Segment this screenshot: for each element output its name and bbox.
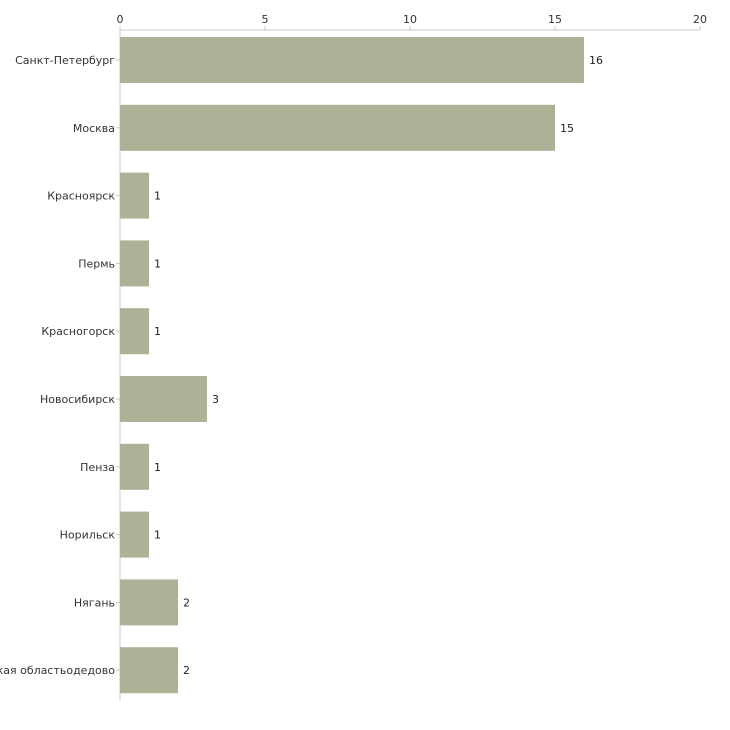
value-label: 1 (154, 529, 161, 542)
category-label: Красноярск (47, 190, 115, 203)
category-label: Красногорск (41, 325, 115, 338)
value-label: 2 (183, 596, 190, 609)
category-label: Пенза (80, 461, 115, 474)
category-label: Новосибирск (40, 393, 115, 406)
bar (120, 37, 584, 83)
bar (120, 376, 207, 422)
bar (120, 579, 178, 626)
category-label: Санкт-Петербург (15, 54, 115, 67)
value-label: 2 (183, 664, 190, 677)
category-label: ская областьодедово (0, 664, 115, 677)
category-label: Пермь (78, 257, 115, 270)
category-label: Нягань (74, 596, 115, 609)
value-label: 16 (589, 54, 603, 67)
bar (120, 511, 149, 558)
bar (120, 647, 178, 694)
x-tick-label: 0 (117, 13, 124, 26)
category-label: Москва (73, 122, 115, 135)
x-tick-label: 5 (262, 13, 269, 26)
value-label: 15 (560, 122, 574, 135)
bar (120, 172, 149, 219)
value-label: 1 (154, 190, 161, 203)
x-tick-label: 15 (548, 13, 562, 26)
labels: Санкт-Петербург 16 Москва 15 Красноярск 1 Перм… (0, 54, 603, 677)
value-label: 1 (154, 257, 161, 270)
bar (120, 240, 149, 287)
value-label: 1 (154, 325, 161, 338)
category-label: Норильск (60, 529, 116, 542)
bar (120, 104, 555, 151)
x-tick-label: 10 (403, 13, 417, 26)
bar (120, 443, 149, 490)
value-label: 3 (212, 393, 219, 406)
bar (120, 308, 149, 355)
value-label: 1 (154, 461, 161, 474)
bars (120, 37, 584, 694)
x-tick-label: 20 (693, 13, 707, 26)
